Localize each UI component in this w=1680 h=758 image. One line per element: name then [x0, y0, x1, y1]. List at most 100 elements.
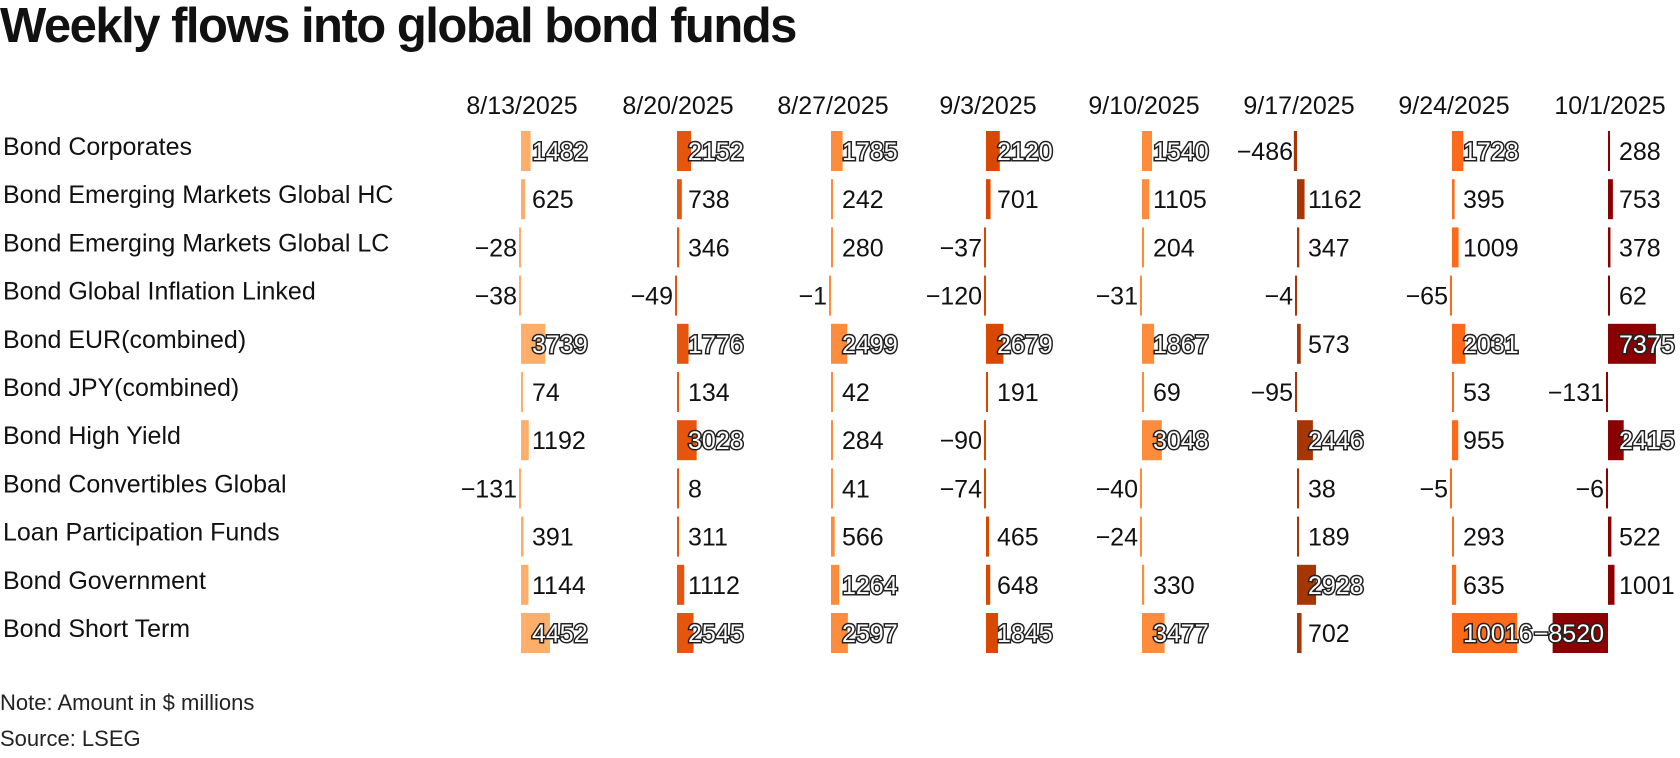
- flow-bar: [1608, 420, 1624, 461]
- flow-bar: [986, 179, 991, 220]
- column-header: 8/20/2025: [622, 92, 733, 120]
- value-label: 566: [842, 524, 884, 552]
- value-label: 191: [997, 379, 1039, 407]
- value-label: 2679: [997, 331, 1053, 359]
- value-label: 53: [1463, 379, 1491, 407]
- value-label: 3739: [532, 331, 588, 359]
- value-label: 1105: [1153, 186, 1207, 214]
- flow-bar: [986, 131, 1000, 171]
- flow-bar: [1297, 516, 1299, 557]
- flow-bar: [1295, 372, 1297, 412]
- flow-bar: [1297, 564, 1317, 605]
- flow-bar: [677, 372, 679, 412]
- flow-bar: [831, 131, 843, 171]
- row-label: Bond JPY(combined): [3, 374, 239, 402]
- value-label: 391: [532, 524, 574, 552]
- value-label: −90: [940, 427, 982, 455]
- flow-bar: [986, 323, 1004, 364]
- column-header: 8/13/2025: [466, 92, 577, 120]
- flow-bar: [1452, 613, 1518, 653]
- value-label: 573: [1308, 331, 1350, 359]
- value-label: −4: [1264, 283, 1293, 311]
- flow-bar: [677, 420, 697, 461]
- value-label: 378: [1619, 234, 1661, 262]
- row-label: Bond Global Inflation Linked: [3, 278, 316, 306]
- flow-bar: [1295, 275, 1297, 316]
- value-label: 635: [1463, 572, 1505, 600]
- row-label: Bond Convertibles Global: [3, 470, 287, 498]
- row-label: Bond Corporates: [3, 133, 192, 161]
- value-label: 3028: [688, 427, 744, 455]
- flow-bar: [1452, 420, 1459, 461]
- value-label: 1728: [1463, 138, 1519, 166]
- value-label: 2152: [688, 138, 744, 166]
- flow-bar: [677, 516, 680, 557]
- value-label: 395: [1463, 186, 1505, 214]
- value-label: 38: [1308, 475, 1336, 503]
- flow-bar: [519, 468, 521, 509]
- flow-bar: [519, 275, 521, 316]
- flow-bar: [831, 323, 848, 364]
- value-label: −65: [1406, 283, 1448, 311]
- value-label: −486: [1237, 138, 1293, 166]
- flow-bar: [675, 275, 677, 316]
- flow-bar: [521, 372, 523, 412]
- value-label: 955: [1463, 427, 1505, 455]
- flow-bar: [1452, 227, 1459, 268]
- value-label: 4452: [532, 620, 588, 648]
- value-label: 189: [1308, 524, 1350, 552]
- flow-bar: [1140, 468, 1142, 509]
- flow-bar: [521, 613, 550, 653]
- value-label: 284: [842, 427, 884, 455]
- flow-bar: [1608, 131, 1610, 171]
- value-label: 1482: [532, 138, 588, 166]
- value-label: −131: [461, 475, 517, 503]
- flow-bar: [829, 275, 831, 316]
- row-label: Bond Short Term: [3, 615, 190, 643]
- flow-bar: [677, 323, 689, 364]
- value-label: 3048: [1153, 427, 1209, 455]
- value-label: 1009: [1463, 234, 1519, 262]
- flow-bar: [519, 227, 521, 268]
- flow-bar: [1142, 420, 1162, 461]
- value-label: 2499: [842, 331, 898, 359]
- value-label: 2545: [688, 620, 744, 648]
- flow-bar: [1140, 516, 1142, 557]
- flow-bar: [1297, 420, 1313, 461]
- flow-bar: [831, 420, 833, 461]
- flow-bar: [677, 613, 694, 653]
- flow-bar: [831, 613, 848, 653]
- value-label: 738: [688, 186, 730, 214]
- chart-source: Source: LSEG: [0, 726, 141, 751]
- flow-bar: [1142, 179, 1150, 220]
- column-header: 8/27/2025: [777, 92, 888, 120]
- value-label: 1144: [532, 572, 586, 600]
- flow-bar: [1293, 131, 1297, 171]
- value-label: −131: [1548, 379, 1604, 407]
- value-label: −49: [631, 283, 673, 311]
- value-label: 1785: [842, 138, 898, 166]
- flow-bar: [831, 564, 840, 605]
- flow-bar: [986, 613, 998, 653]
- flow-bar: [521, 179, 526, 220]
- value-label: −8520: [1534, 620, 1604, 648]
- flow-bar: [1450, 468, 1452, 509]
- value-label: 280: [842, 234, 884, 262]
- value-label: −6: [1575, 475, 1604, 503]
- flow-bar: [1608, 564, 1615, 605]
- chart-title: Weekly flows into global bond funds: [0, 0, 797, 53]
- value-label: 10016: [1463, 620, 1533, 648]
- flow-bar: [1297, 468, 1299, 509]
- value-label: −40: [1096, 475, 1138, 503]
- flow-bar: [1452, 323, 1466, 364]
- flow-bar: [1450, 275, 1452, 316]
- flow-bar: [1297, 323, 1301, 364]
- flow-bar: [521, 516, 524, 557]
- flow-bar: [1608, 516, 1612, 557]
- value-label: 1192: [532, 427, 586, 455]
- flow-bar: [1452, 131, 1464, 171]
- flow-bar: [1297, 613, 1302, 653]
- value-label: 62: [1619, 283, 1647, 311]
- flow-bar: [521, 323, 546, 364]
